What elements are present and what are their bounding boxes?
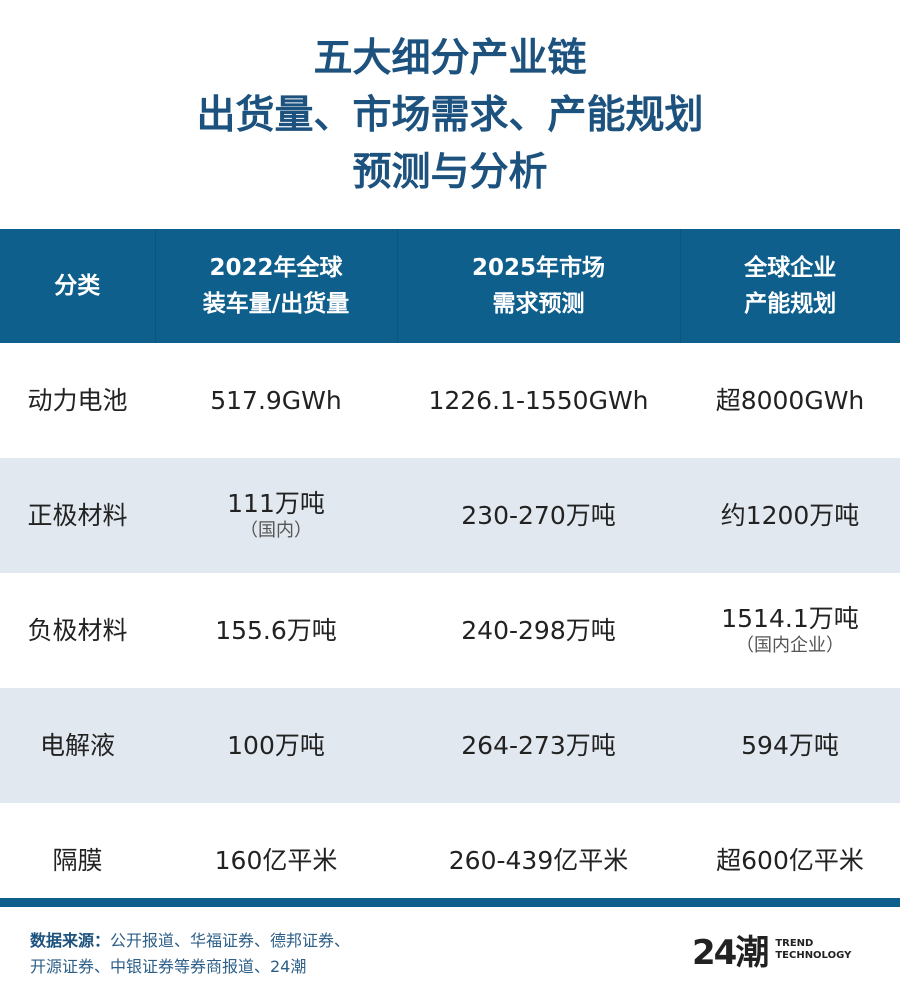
table-row: 动力电池 517.9GWh 1226.1-1550GWh 超8000GWh bbox=[0, 343, 900, 458]
data-table: 分类 2022年全球 装车量/出货量 2025年市场 需求预测 全球企业 产能规划 动… bbox=[0, 229, 900, 918]
cell-category: 隔膜 bbox=[52, 846, 103, 875]
cell-capacity: 594万吨 bbox=[680, 688, 900, 803]
cell-category: 负极材料 bbox=[27, 616, 128, 645]
header-row: 分类 2022年全球 装车量/出货量 2025年市场 需求预测 全球企业 产能规划 bbox=[0, 229, 900, 343]
bottom-divider bbox=[0, 898, 900, 907]
cell-2022: 160亿平米 bbox=[214, 846, 338, 875]
cell-2025: 230-270万吨 bbox=[397, 458, 680, 573]
cell-2025: 264-273万吨 bbox=[397, 688, 680, 803]
cell-capacity: 超600亿平米 bbox=[716, 846, 864, 875]
table-row: 负极材料 155.6万吨 240-298万吨 1514.1万吨 （国内企业） bbox=[0, 573, 900, 688]
cell-category: 动力电池 bbox=[27, 386, 128, 415]
cell-capacity: 超8000GWh bbox=[715, 386, 865, 415]
cell-capacity: 1514.1万吨 （国内企业） bbox=[721, 604, 859, 656]
cell-2025: 1226.1-1550GWh bbox=[428, 386, 649, 415]
logo: 24潮 TREND TECHNOLOGY bbox=[692, 933, 852, 973]
cell-2025: 260-439亿平米 bbox=[448, 846, 629, 875]
table-row: 正极材料 111万吨 （国内） 230-270万吨 约1200万吨 bbox=[0, 458, 900, 573]
title-line-1: 五大细分产业链 bbox=[313, 36, 587, 81]
cell-2025: 240-298万吨 bbox=[461, 616, 616, 645]
title-line-2: 出货量、市场需求、产能规划 bbox=[196, 93, 704, 138]
header-2025: 2025年市场 需求预测 bbox=[397, 229, 681, 343]
page-title: 五大细分产业链 出货量、市场需求、产能规划 预测与分析 bbox=[0, 30, 900, 201]
header-capacity: 全球企业 产能规划 bbox=[680, 229, 900, 343]
table-row: 隔膜 160亿平米 260-439亿平米 超600亿平米 bbox=[0, 803, 900, 918]
cell-category: 正极材料 bbox=[0, 458, 155, 573]
title-line-3: 预测与分析 bbox=[352, 150, 548, 195]
cell-capacity: 约1200万吨 bbox=[680, 458, 900, 573]
header-2022: 2022年全球 装车量/出货量 bbox=[155, 229, 398, 343]
cell-2022: 155.6万吨 bbox=[215, 616, 337, 645]
cell-category: 电解液 bbox=[0, 688, 155, 803]
cell-2022: 111万吨 （国内） bbox=[155, 458, 397, 573]
header-category: 分类 bbox=[0, 229, 156, 343]
cell-2022: 517.9GWh bbox=[210, 386, 342, 415]
table-row: 电解液 100万吨 264-273万吨 594万吨 bbox=[0, 688, 900, 803]
source-note: 数据来源：公开报道、华福证券、德邦证券、 开源证券、中银证券等券商报道、24潮 bbox=[30, 931, 351, 976]
cell-2022: 100万吨 bbox=[155, 688, 397, 803]
